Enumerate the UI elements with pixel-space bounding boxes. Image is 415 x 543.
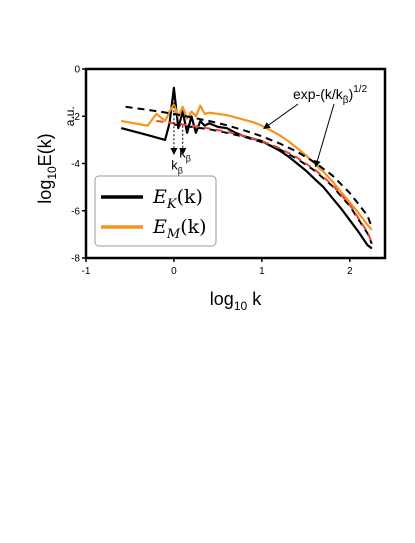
- fit-arrow-1: [263, 103, 299, 130]
- y-axis-unit: a.u.: [63, 106, 77, 126]
- fit-curve-2: [173, 123, 373, 245]
- x-axis-title: log10 k: [210, 289, 262, 313]
- fit-curves-layer: [125, 105, 373, 245]
- legend-label-em: EM(k): [152, 216, 207, 242]
- y-tick-label: -8: [71, 254, 80, 265]
- x-tick-label: -1: [82, 266, 91, 277]
- y-tick-label: 0: [74, 65, 80, 76]
- y-tick-label: -4: [71, 159, 80, 170]
- series-line-em: [121, 103, 373, 231]
- fit-arrow-2: [313, 103, 335, 168]
- legend-label-ek: EK(k): [152, 186, 203, 212]
- fit-curve-1: [125, 105, 373, 228]
- kbeta-label-2: kβ: [179, 146, 191, 164]
- x-tick-label: 0: [171, 266, 177, 277]
- x-tick-label: 1: [259, 266, 265, 277]
- fit-curve-3: [156, 120, 373, 243]
- legend: EK(k) EM(k): [94, 175, 217, 247]
- series-layer: [120, 86, 373, 250]
- y-axis-title: log10E(k): [35, 133, 59, 203]
- kbeta-label-1: kβ: [171, 157, 183, 175]
- x-tick-label: 2: [347, 266, 353, 277]
- fit-formula-label: exp-(k/kβ)1/2: [293, 84, 368, 106]
- axis-ticks: -1 0 1 2 -8 -6 -4 -2 0: [71, 65, 353, 278]
- series-line-ek: [120, 86, 373, 250]
- y-tick-label: -2: [71, 112, 80, 123]
- y-tick-label: -6: [71, 206, 80, 217]
